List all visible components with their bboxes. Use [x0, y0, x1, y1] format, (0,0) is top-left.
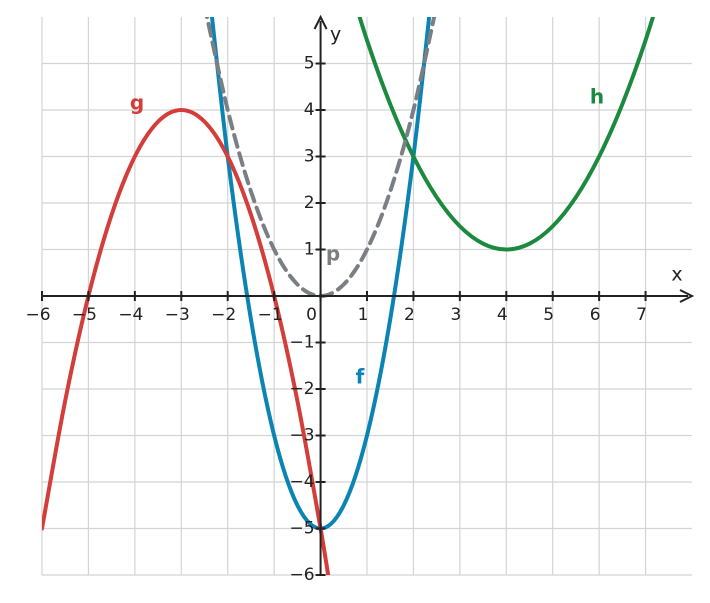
y-tick-label: −3 — [290, 426, 315, 446]
x-tick-label: 2 — [404, 305, 415, 325]
x-tick-label: −6 — [25, 305, 50, 325]
x-tick-label: 1 — [358, 305, 369, 325]
y-tick-label: 1 — [304, 240, 315, 260]
x-tick-label: −2 — [211, 305, 236, 325]
y-axis-label: y — [330, 24, 341, 46]
x-tick-label: −1 — [258, 305, 283, 325]
y-tick-label: −5 — [290, 519, 315, 539]
curve — [42, 107, 331, 575]
y-tick-label: 4 — [304, 100, 315, 120]
y-tick-label: −1 — [290, 333, 315, 353]
x-tick-label: 4 — [497, 305, 508, 325]
curve-label: h — [590, 85, 604, 109]
x-tick-label: −4 — [118, 305, 143, 325]
axes: −6 −5 −4 −3 −2 −1 0 1 2 3 4 5 6 7 −6 −5 −4 −3 −2 −1 1 2 3 4 5 x y f… — [25, 14, 695, 585]
x-tick-label: −3 — [165, 305, 190, 325]
x-axis-arrow — [679, 289, 695, 303]
curve-label: g — [130, 91, 144, 115]
y-tick-label: −4 — [290, 472, 315, 492]
y-tick-label: 5 — [304, 54, 315, 74]
x-tick-label: 7 — [636, 305, 647, 325]
curve-label: f — [356, 365, 365, 389]
y-tick-label: 2 — [304, 193, 315, 213]
y-axis-arrow — [313, 14, 328, 30]
y-tick-label: 3 — [304, 147, 315, 167]
y-tick-label: −2 — [290, 379, 315, 399]
x-tick-label: 5 — [543, 305, 554, 325]
x-tick-label: 6 — [590, 305, 601, 325]
x-axis-label: x — [671, 264, 682, 286]
x-tick-label: 3 — [450, 305, 461, 325]
x-tick-label: 0 — [306, 305, 317, 325]
curve-label: p — [326, 242, 340, 266]
y-tick-label: −6 — [290, 565, 315, 585]
curve — [357, 17, 656, 252]
x-tick-label: −5 — [72, 305, 97, 325]
